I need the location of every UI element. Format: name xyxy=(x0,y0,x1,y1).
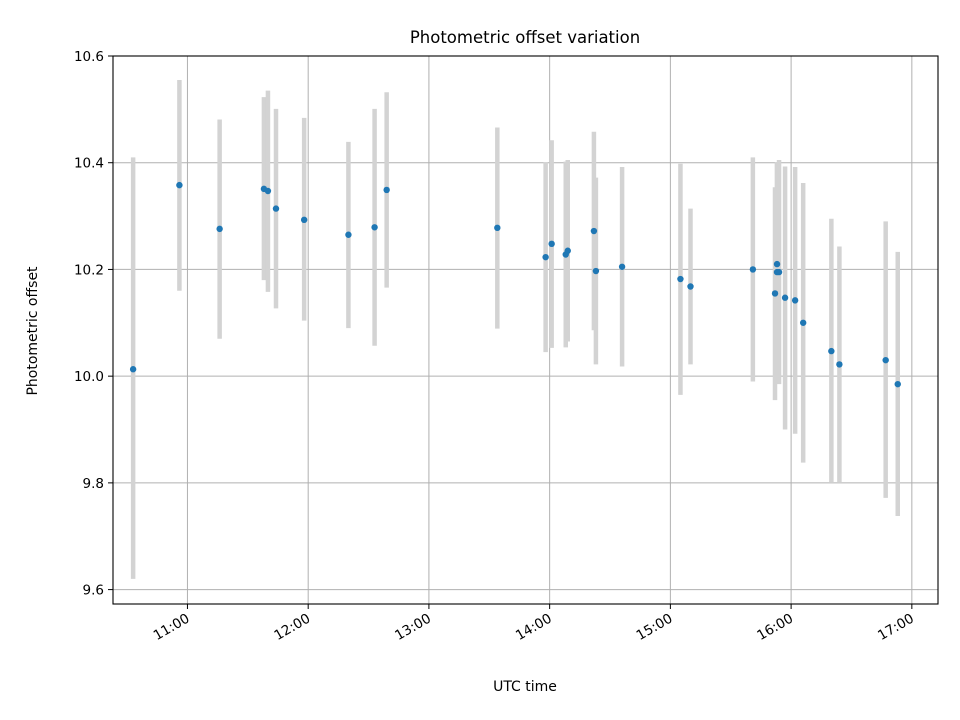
plot-frame xyxy=(112,55,939,605)
y-tick-label: 10.6 xyxy=(74,49,104,65)
data-point xyxy=(771,290,779,297)
data-point xyxy=(836,361,843,368)
data-point xyxy=(548,240,555,248)
data-point xyxy=(590,227,598,235)
data-point xyxy=(677,275,684,283)
y-tick-label: 9.6 xyxy=(83,583,104,599)
data-point xyxy=(687,283,694,290)
y-tick-label: 10.2 xyxy=(74,262,104,278)
data-point xyxy=(894,380,901,388)
chart-title: Photometric offset variation xyxy=(410,28,640,47)
data-point xyxy=(345,231,352,238)
data-point xyxy=(494,224,501,232)
y-tick-label: 10.0 xyxy=(74,369,104,385)
y-axis-label: Photometric offset xyxy=(25,266,41,396)
data-point xyxy=(300,216,308,224)
data-point xyxy=(592,267,600,275)
data-point xyxy=(542,253,549,261)
data-point xyxy=(383,186,390,194)
data-point xyxy=(371,224,378,231)
y-tick-label: 9.8 xyxy=(83,476,104,492)
data-point xyxy=(775,268,783,276)
x-axis-label: UTC time xyxy=(493,679,557,695)
data-point xyxy=(618,263,626,270)
data-point xyxy=(828,347,835,355)
data-point xyxy=(216,225,223,233)
data-point xyxy=(264,187,272,195)
data-point xyxy=(773,260,781,268)
data-point xyxy=(564,247,571,254)
data-point xyxy=(882,356,889,364)
data-point xyxy=(791,297,799,304)
y-axis: 9.6 9.8 10.0 10.2 10.4 10.6 xyxy=(74,49,113,599)
data-point xyxy=(781,294,789,301)
data-point xyxy=(129,366,137,373)
data-point xyxy=(176,181,183,189)
data-point xyxy=(272,205,280,212)
data-point xyxy=(799,319,807,326)
y-tick-label: 10.4 xyxy=(74,156,104,172)
data-points xyxy=(129,181,901,388)
data-point xyxy=(749,266,757,273)
